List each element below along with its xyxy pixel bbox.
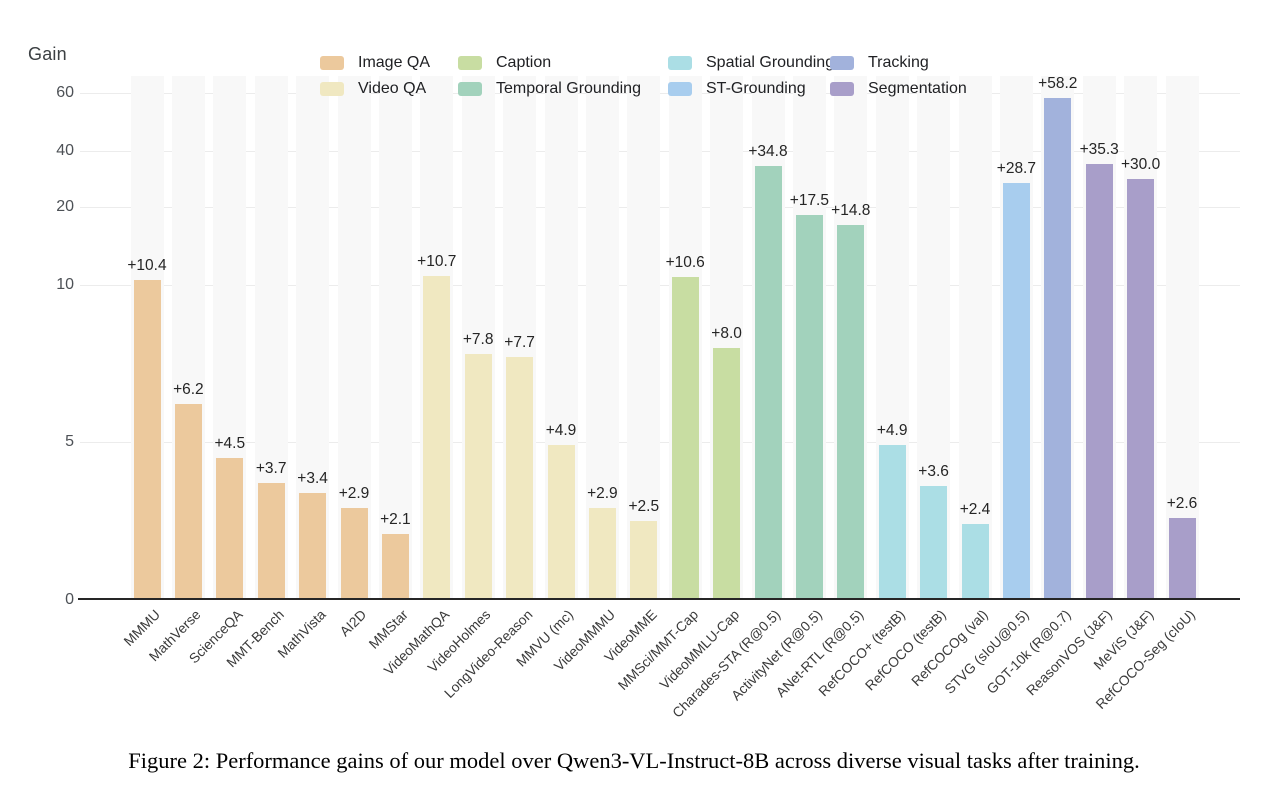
bar-charades-sta-r-0-5 bbox=[754, 165, 782, 599]
bar-anet-rtl-r-0-5 bbox=[837, 224, 865, 599]
value-label-refcoco-testb: +3.6 bbox=[918, 463, 949, 481]
legend-item-video-qa: Video QA bbox=[320, 76, 430, 102]
bar-mathvista bbox=[299, 492, 327, 599]
y-tick-40: 40 bbox=[56, 142, 74, 159]
legend-label-segmentation: Segmentation bbox=[868, 80, 967, 97]
bar-reasonvos-j-f bbox=[1085, 164, 1113, 599]
bar-stvg-siou-0-5 bbox=[1002, 182, 1030, 599]
legend-item-tracking: Tracking bbox=[830, 50, 967, 76]
bar-videommmu bbox=[588, 508, 616, 599]
y-tick-0: 0 bbox=[65, 591, 74, 608]
bar-mmsci-mmt-cap bbox=[671, 277, 699, 599]
bar-mmmu bbox=[133, 280, 161, 599]
value-label-longvideo-reason: +7.7 bbox=[504, 334, 535, 352]
legend-label-image-qa: Image QA bbox=[358, 54, 431, 71]
y-tick-5: 5 bbox=[65, 433, 74, 450]
bar-ai2d bbox=[340, 508, 368, 599]
value-label-mathvista: +3.4 bbox=[297, 469, 328, 487]
legend-swatch-tracking bbox=[830, 56, 854, 70]
bar-chart: Gain 0 5 10 20 40 60 +10.4 MMMU +6.2 MathVerse +4… bbox=[28, 44, 1240, 721]
value-label-videoholmes: +7.8 bbox=[462, 331, 494, 349]
x-tick-ai2d: AI2D bbox=[337, 607, 370, 640]
legend-swatch-image-qa bbox=[320, 56, 344, 70]
bar-refcocog-val bbox=[961, 524, 989, 599]
legend-column-4: Tracking Segmentation bbox=[830, 50, 967, 102]
legend-item-spatial-grounding: Spatial Grounding bbox=[668, 50, 834, 76]
column-stripe-videomme bbox=[627, 76, 661, 599]
value-label-videommmu: +2.9 bbox=[587, 485, 618, 503]
value-label-videomathqa: +10.7 bbox=[417, 253, 457, 271]
bar-videoholmes bbox=[464, 354, 492, 599]
legend-swatch-spatial-grounding bbox=[668, 56, 692, 70]
bar-longvideo-reason bbox=[506, 357, 534, 599]
bar-mmstar bbox=[381, 533, 409, 599]
legend-swatch-caption bbox=[458, 56, 482, 70]
bar-mathverse bbox=[174, 404, 202, 599]
value-label-ai2d: +2.9 bbox=[338, 485, 370, 503]
bar-got-10k-r-0-7 bbox=[1044, 98, 1072, 599]
value-label-reasonvos-j-f: +35.3 bbox=[1079, 141, 1119, 159]
legend-item-segmentation: Segmentation bbox=[830, 76, 967, 102]
bar-refcoco-testb bbox=[878, 445, 906, 599]
legend-item-image-qa: Image QA bbox=[320, 50, 430, 76]
legend-swatch-st-grounding bbox=[668, 82, 692, 96]
value-label-got-10k-r-0-7: +58.2 bbox=[1038, 75, 1078, 93]
value-label-mmstar: +2.1 bbox=[380, 510, 411, 528]
legend-swatch-temporal-grounding bbox=[458, 82, 482, 96]
value-label-scienceqa: +4.5 bbox=[214, 434, 246, 452]
column-stripe-refcocog-val bbox=[958, 76, 992, 599]
bar-mmvu-mc bbox=[547, 445, 575, 599]
bar-videommlu-cap bbox=[713, 347, 741, 599]
value-label-mmsci-mmt-cap: +10.6 bbox=[665, 254, 705, 272]
bar-refcoco-testb bbox=[920, 486, 948, 599]
value-label-mmvu-mc: +4.9 bbox=[545, 422, 577, 440]
value-label-refcoco-seg-ciou: +2.6 bbox=[1166, 494, 1198, 512]
column-stripe-mmstar bbox=[378, 76, 412, 599]
legend-label-tracking: Tracking bbox=[868, 54, 929, 71]
value-label-refcoco-testb: +4.9 bbox=[876, 422, 908, 440]
x-axis-line bbox=[78, 598, 1240, 600]
figure-caption: Figure 2: Performance gains of our model… bbox=[128, 748, 1140, 773]
bar-mevis-j-f bbox=[1127, 179, 1155, 599]
legend-label-temporal-grounding: Temporal Grounding bbox=[496, 80, 641, 97]
y-axis-title: Gain bbox=[28, 44, 67, 64]
column-stripe-refcoco-seg-ciou bbox=[1165, 76, 1199, 599]
value-label-mmt-bench: +3.7 bbox=[255, 460, 287, 478]
legend-label-video-qa: Video QA bbox=[358, 80, 427, 97]
legend-swatch-segmentation bbox=[830, 82, 854, 96]
value-label-charades-sta-r-0-5: +34.8 bbox=[748, 142, 788, 160]
value-label-anet-rtl-r-0-5: +14.8 bbox=[831, 201, 871, 219]
y-tick-10: 10 bbox=[56, 276, 74, 293]
legend-column-2: Caption Temporal Grounding bbox=[458, 50, 641, 102]
legend-column-1: Image QA Video QA bbox=[320, 50, 430, 102]
value-label-videommlu-cap: +8.0 bbox=[711, 324, 742, 342]
legend-column-3: Spatial Grounding ST-Grounding bbox=[668, 50, 834, 102]
value-label-mevis-j-f: +30.0 bbox=[1120, 156, 1161, 173]
value-label-stvg-siou-0-5: +28.7 bbox=[996, 159, 1036, 177]
legend-label-caption: Caption bbox=[496, 54, 552, 71]
legend-item-caption: Caption bbox=[458, 50, 641, 76]
bar-videomme bbox=[630, 521, 658, 599]
bar-scienceqa bbox=[216, 457, 244, 599]
y-tick-20: 20 bbox=[56, 198, 74, 215]
value-label-mmmu: +10.4 bbox=[127, 257, 167, 274]
value-label-refcocog-val: +2.4 bbox=[959, 501, 991, 519]
legend-label-st-grounding: ST-Grounding bbox=[706, 80, 806, 97]
legend-item-st-grounding: ST-Grounding bbox=[668, 76, 834, 102]
y-tick-60: 60 bbox=[56, 84, 74, 101]
bar-activitynet-r-0-5 bbox=[795, 214, 823, 599]
bar-refcoco-seg-ciou bbox=[1168, 517, 1196, 599]
value-label-mathverse: +6.2 bbox=[173, 381, 204, 399]
bar-mmt-bench bbox=[257, 483, 285, 599]
legend-swatch-video-qa bbox=[320, 82, 344, 96]
value-label-activitynet-r-0-5: +17.5 bbox=[789, 191, 829, 209]
legend-label-spatial-grounding: Spatial Grounding bbox=[706, 54, 835, 71]
legend-item-temporal-grounding: Temporal Grounding bbox=[458, 76, 641, 102]
value-label-videomme: +2.5 bbox=[628, 498, 660, 515]
bar-videomathqa bbox=[423, 276, 451, 599]
